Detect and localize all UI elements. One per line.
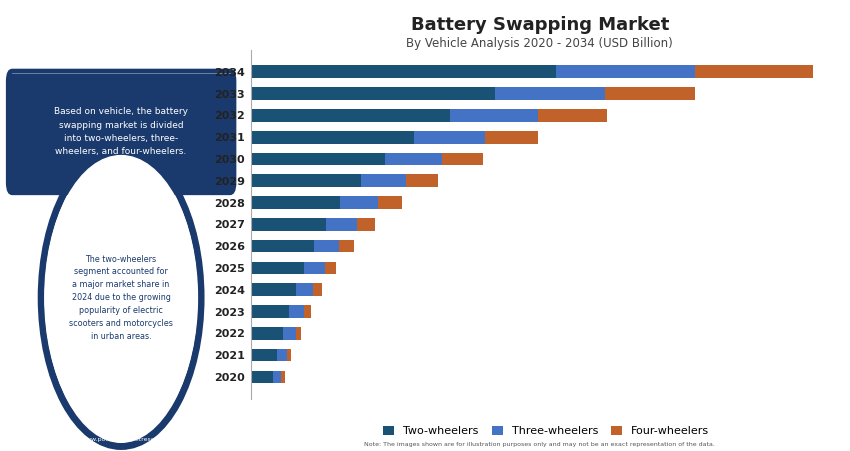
Bar [251,283,296,296]
Bar [281,371,285,383]
Bar [694,65,813,78]
Bar [357,218,376,231]
Text: POLARIS: POLARIS [84,31,158,46]
Bar [303,305,310,318]
Bar [605,87,694,100]
Bar [360,175,406,187]
Bar [290,305,303,318]
Text: ✶: ✶ [64,33,74,46]
Bar [303,262,325,274]
Bar [296,283,313,296]
Legend: Two-wheelers, Three-wheelers, Four-wheelers: Two-wheelers, Three-wheelers, Four-wheel… [378,421,714,441]
Bar [496,87,605,100]
Bar [251,371,273,383]
Bar [251,153,385,166]
Bar [325,262,337,274]
Bar [340,196,378,209]
Text: Source:www.polarismarketresearch.com: Source:www.polarismarketresearch.com [58,437,184,442]
Bar [283,327,296,340]
Bar [251,87,496,100]
Bar [385,153,442,166]
Bar [414,131,485,143]
Bar [326,218,357,231]
Bar [251,65,556,78]
Bar [406,175,438,187]
Bar [251,218,326,231]
Bar [251,196,340,209]
Bar [251,349,277,361]
Bar [313,283,321,296]
Bar [251,240,314,253]
Bar [485,131,538,143]
Text: The two-wheelers
segment accounted for
a major market share in
2024 due to the g: The two-wheelers segment accounted for a… [69,255,173,341]
Bar [251,262,303,274]
Bar [339,240,354,253]
FancyBboxPatch shape [5,68,237,196]
Bar [538,109,607,122]
Bar [251,305,290,318]
Text: Battery Swapping Market: Battery Swapping Market [411,16,669,34]
Bar [251,109,450,122]
Text: Based on vehicle, the battery
swapping market is divided
into two-wheelers, thre: Based on vehicle, the battery swapping m… [54,107,188,156]
Bar [273,371,281,383]
Bar [251,175,360,187]
Bar [378,196,402,209]
Bar [314,240,339,253]
Bar [251,131,414,143]
Bar [442,153,483,166]
Text: MARKET RESEARCH: MARKET RESEARCH [83,58,159,67]
Bar [556,65,694,78]
Bar [287,349,292,361]
Text: Note: The images shown are for illustration purposes only and may not be an exac: Note: The images shown are for illustrat… [365,442,715,447]
Bar [251,327,283,340]
Text: By Vehicle Analysis 2020 - 2034 (USD Billion): By Vehicle Analysis 2020 - 2034 (USD Bil… [406,37,673,50]
Bar [277,349,287,361]
Circle shape [45,156,197,440]
Bar [450,109,538,122]
Bar [296,327,301,340]
